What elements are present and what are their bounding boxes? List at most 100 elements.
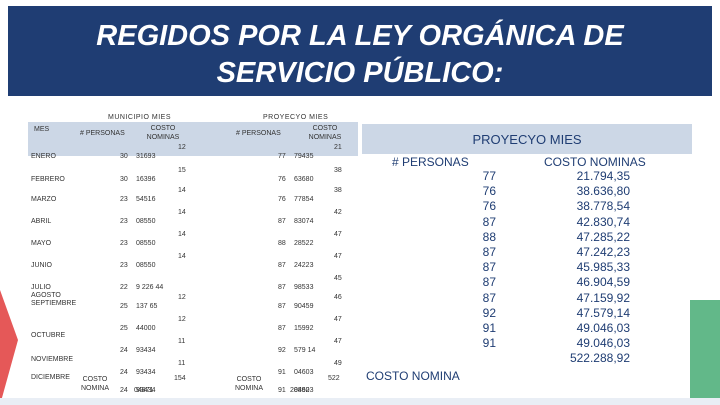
title-line-1: REGIDOS POR LA LEY ORGÁNICA DE: [96, 20, 624, 52]
summary-personas-value: 76: [482, 184, 496, 199]
summary-costo-value: 47.285,22: [576, 229, 630, 244]
detail-table: MUNICIPIO MIES PROYECYO MIES MES # PERSO…: [28, 112, 358, 404]
header-personas-mun: # PERSONAS: [80, 130, 125, 137]
summary-personas-value: 91: [482, 336, 496, 351]
table-cell-pro-pers: 87: [278, 218, 286, 225]
month-label: JULIO: [31, 284, 51, 291]
summary-personas-value: 76: [482, 199, 496, 214]
table-cell-upper-pro: 38: [334, 187, 342, 194]
table-cell-mun-cost: 137 65: [136, 303, 158, 310]
summary-costo-value: 38.636,80: [576, 184, 630, 199]
table-cell-upper-pro: 47: [334, 316, 342, 323]
group-header-municipio: MUNICIPIO MIES: [108, 114, 172, 121]
table-cell-mun-cost: 08550: [136, 218, 156, 225]
table-cell-mun-pers: 23: [120, 262, 128, 269]
table-cell-upper-mun: 14: [178, 209, 186, 216]
footer-mun-label: COSTO NOMINA: [81, 376, 109, 392]
table-cell-upper-pro: 21: [334, 144, 342, 151]
table-cell-mun-cost: 08550: [136, 240, 156, 247]
summary-total-value: 522.288,92: [569, 351, 630, 366]
table-cell-mun-pers: 23: [120, 218, 128, 225]
summary-personas-value: 88: [482, 229, 496, 244]
month-label: ABRIL: [31, 218, 52, 225]
summary-costo-value: 47.579,14: [576, 305, 630, 320]
table-cell-pro-pers: 87: [278, 284, 286, 291]
table-cell-pro-cost: 04603: [294, 369, 314, 376]
table-cell-pro-pers: 87: [278, 262, 286, 269]
month-label: AGOSTO SEPTIEMBRE: [31, 292, 77, 307]
table-cell-mun-pers: 25: [120, 325, 128, 332]
footer-mun-total: 04871: [134, 387, 154, 394]
summary-personas-value: 87: [482, 275, 496, 290]
title-banner: [8, 6, 712, 96]
table-cell-pro-pers: 87: [278, 303, 286, 310]
summary-table-header: PROYECYO MIES: [362, 124, 692, 154]
summary-personas-value: 77: [482, 169, 496, 183]
table-cell-upper-pro: 47: [334, 231, 342, 238]
table-cell-upper-pro: 42: [334, 209, 342, 216]
month-label: ENERO: [31, 153, 56, 160]
red-accent-shape: [0, 290, 18, 405]
table-cell-pro-cost: 77854: [294, 196, 314, 203]
summary-costo-value: 49.046,03: [576, 321, 630, 336]
table-cell-upper-mun: 11: [178, 360, 186, 367]
summary-costo-value: 47.159,92: [576, 290, 630, 305]
table-cell-mun-pers: 22: [120, 284, 128, 291]
summary-personas-value: 87: [482, 245, 496, 260]
table-cell-pro-pers: 76: [278, 176, 286, 183]
table-cell-pro-cost: 28522: [294, 240, 314, 247]
green-accent-shape: [690, 300, 720, 405]
summary-header-costo: COSTO NOMINAS: [544, 155, 646, 169]
table-cell-pro-pers: 91: [278, 387, 286, 394]
table-cell-pro-cost: 15992: [294, 325, 314, 332]
table-cell-upper-pro: 45: [334, 275, 342, 282]
table-cell-pro-cost: 24223: [294, 262, 314, 269]
table-cell-pro-cost: 63680: [294, 176, 314, 183]
table-cell-mun-cost: 16396: [136, 176, 156, 183]
table-cell-upper-mun: 12: [178, 144, 186, 151]
table-cell-mun-pers: 24: [120, 369, 128, 376]
summary-costo-column: 21.794,35 38.636,80 38.778,54 42.830,74 47.2…: [550, 169, 630, 367]
footer-pro-total: 28892: [290, 387, 310, 394]
table-cell-pro-pers: 77: [278, 153, 286, 160]
table-cell-mun-cost: 93434: [136, 347, 156, 354]
month-label: MAYO: [31, 240, 52, 247]
table-cell-mun-pers: 24: [120, 347, 128, 354]
month-label: JUNIO: [31, 262, 52, 269]
table-cell-upper-pro: 46: [334, 294, 342, 301]
detail-table-header: [28, 122, 358, 156]
table-cell-mun-pers: 30: [120, 153, 128, 160]
table-cell-upper-mun: 14: [178, 187, 186, 194]
table-cell-pro-cost: 90459: [294, 303, 314, 310]
table-cell-upper-pro: 47: [334, 338, 342, 345]
footer-pro-top: 522: [328, 375, 340, 382]
table-cell-upper-pro: 49: [334, 360, 342, 367]
header-mes: MES: [34, 126, 50, 133]
month-label: NOVIEMBRE: [31, 356, 74, 363]
table-cell-upper-mun: 14: [178, 231, 186, 238]
table-cell-pro-pers: 76: [278, 196, 286, 203]
summary-personas-column: 77 76 76 87 88 87 87 87 87 92 91 91: [440, 169, 496, 351]
table-cell-mun-cost: 9 226 44: [136, 284, 164, 291]
summary-costo-value: 46.904,59: [576, 275, 630, 290]
table-cell-mun-pers: 23: [120, 240, 128, 247]
table-cell-upper-mun: 12: [178, 316, 186, 323]
table-cell-pro-cost: 79435: [294, 153, 314, 160]
summary-personas-value: 91: [482, 321, 496, 336]
summary-table-title: PROYECYO MIES: [472, 132, 582, 147]
table-cell-mun-pers: 30: [120, 176, 128, 183]
table-cell-pro-pers: 87: [278, 325, 286, 332]
table-cell-upper-mun: 11: [178, 338, 186, 345]
table-cell-upper-mun: 15: [178, 167, 186, 174]
table-cell-mun-pers: 24: [120, 387, 128, 394]
group-header-proyecto: PROYECYO MIES: [263, 114, 329, 121]
table-cell-pro-cost: 04603: [294, 387, 314, 394]
summary-costo-value: 47.242,23: [576, 245, 630, 260]
month-label: MARZO: [31, 196, 57, 203]
table-cell-mun-cost: 93434: [136, 387, 156, 394]
summary-costo-nomina-label: COSTO NOMINA: [366, 369, 460, 383]
header-personas-pro: # PERSONAS: [236, 130, 281, 137]
month-label: DICIEMBRE: [31, 374, 70, 381]
table-cell-pro-pers: 92: [278, 347, 286, 354]
table-cell-mun-cost: 08550: [136, 262, 156, 269]
